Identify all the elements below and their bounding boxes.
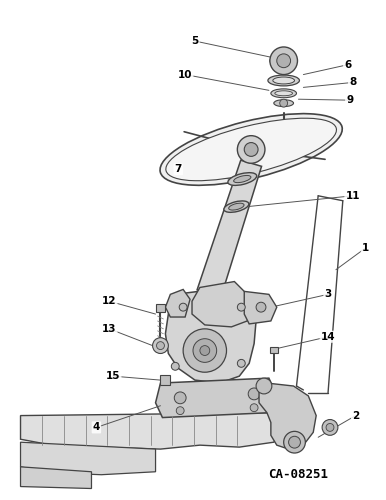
Polygon shape [197,160,262,297]
Polygon shape [20,412,284,449]
Polygon shape [270,346,278,354]
Polygon shape [20,442,156,474]
Ellipse shape [268,75,300,86]
Polygon shape [244,292,277,324]
Circle shape [289,436,300,448]
Circle shape [200,346,210,356]
Ellipse shape [160,114,342,186]
Circle shape [176,406,184,414]
Text: 1: 1 [362,243,369,253]
Polygon shape [161,375,170,385]
Text: 10: 10 [178,70,192,80]
Text: 11: 11 [345,191,360,201]
Ellipse shape [228,172,257,186]
Ellipse shape [234,176,251,182]
Ellipse shape [275,91,293,96]
Polygon shape [156,378,277,418]
Text: 13: 13 [102,324,117,334]
Circle shape [277,54,291,68]
Text: 2: 2 [352,410,359,420]
Text: 9: 9 [346,95,353,105]
Text: 14: 14 [321,332,335,342]
Circle shape [322,420,338,436]
Circle shape [270,47,298,74]
Ellipse shape [224,201,249,212]
Circle shape [244,142,258,156]
Polygon shape [259,383,316,449]
Ellipse shape [271,89,296,98]
Polygon shape [20,467,91,488]
Circle shape [250,404,258,411]
Polygon shape [166,288,257,383]
Circle shape [157,342,164,349]
Text: 5: 5 [191,36,198,46]
Text: 12: 12 [102,296,117,306]
Polygon shape [166,290,190,317]
Circle shape [256,378,272,394]
Circle shape [174,392,186,404]
Circle shape [237,303,245,311]
Circle shape [280,99,288,107]
Ellipse shape [273,77,295,84]
Circle shape [237,136,265,164]
Text: 15: 15 [106,371,120,381]
Text: 4: 4 [93,422,100,432]
Text: 3: 3 [324,290,332,300]
Polygon shape [192,282,251,327]
Circle shape [237,360,245,368]
Text: CA-08251: CA-08251 [268,468,328,481]
Circle shape [284,432,305,453]
Circle shape [183,329,227,372]
Circle shape [179,303,187,311]
Circle shape [152,338,168,353]
Text: 6: 6 [344,60,351,70]
Circle shape [193,338,217,362]
Text: 7: 7 [174,164,182,174]
Ellipse shape [166,118,337,180]
Circle shape [326,424,334,432]
Ellipse shape [229,203,244,210]
Text: 8: 8 [349,78,356,88]
Circle shape [171,362,179,370]
Circle shape [256,302,266,312]
Ellipse shape [274,100,293,106]
Circle shape [248,388,260,400]
Ellipse shape [270,56,298,66]
Polygon shape [156,304,166,312]
